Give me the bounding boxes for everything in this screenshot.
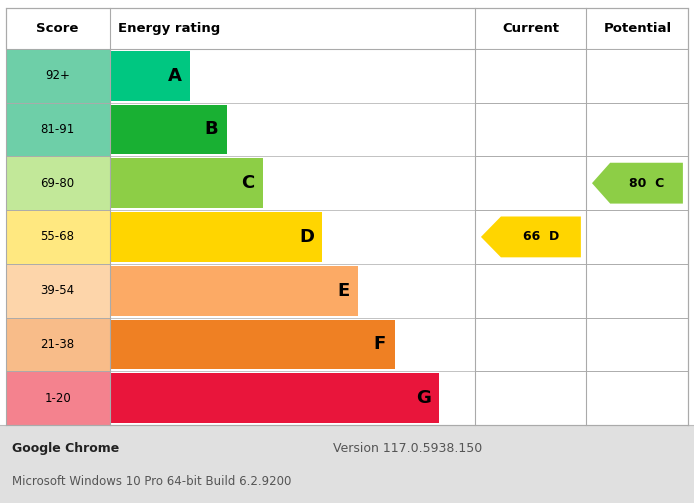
Text: Energy rating: Energy rating: [118, 22, 220, 35]
Bar: [475, 264, 586, 317]
Text: F: F: [373, 336, 386, 354]
Text: 21-38: 21-38: [40, 338, 75, 351]
Bar: [586, 317, 688, 371]
Bar: [586, 103, 688, 156]
Bar: [0, 425, 694, 503]
Text: 92+: 92+: [45, 69, 70, 82]
Bar: [110, 105, 227, 154]
Bar: [6, 8, 688, 49]
Text: 69-80: 69-80: [40, 177, 75, 190]
Bar: [110, 212, 322, 262]
Text: Current: Current: [502, 22, 559, 35]
Bar: [475, 317, 586, 371]
Text: 66  D: 66 D: [523, 230, 559, 243]
Bar: [6, 317, 110, 371]
Text: Google Chrome: Google Chrome: [12, 442, 120, 455]
Text: G: G: [416, 389, 431, 407]
Bar: [110, 319, 395, 369]
Bar: [6, 103, 110, 156]
Text: B: B: [205, 120, 218, 138]
Text: E: E: [337, 282, 349, 300]
Polygon shape: [592, 163, 683, 204]
Text: Microsoft Windows 10 Pro 64-bit Build 6.2.9200: Microsoft Windows 10 Pro 64-bit Build 6.…: [12, 475, 292, 488]
Bar: [586, 156, 688, 210]
Text: 39-54: 39-54: [40, 284, 75, 297]
Bar: [110, 266, 358, 315]
Bar: [586, 210, 688, 264]
Text: Potential: Potential: [603, 22, 672, 35]
Bar: [475, 156, 586, 210]
Bar: [6, 49, 110, 103]
Bar: [475, 103, 586, 156]
Text: Version 117.0.5938.150: Version 117.0.5938.150: [333, 442, 482, 455]
Text: 81-91: 81-91: [40, 123, 75, 136]
Bar: [110, 158, 263, 208]
Bar: [586, 49, 688, 103]
Text: A: A: [168, 67, 182, 85]
Bar: [110, 51, 190, 101]
Bar: [586, 264, 688, 317]
Bar: [586, 371, 688, 425]
Bar: [475, 210, 586, 264]
Bar: [475, 49, 586, 103]
Text: C: C: [242, 174, 255, 192]
Text: 55-68: 55-68: [41, 230, 74, 243]
Bar: [6, 156, 110, 210]
Bar: [6, 264, 110, 317]
Bar: [6, 371, 110, 425]
Polygon shape: [481, 216, 581, 258]
Text: D: D: [299, 228, 314, 246]
Bar: [110, 373, 439, 423]
Bar: [6, 210, 110, 264]
Text: Score: Score: [36, 22, 79, 35]
Text: 80  C: 80 C: [629, 177, 664, 190]
Text: 1-20: 1-20: [44, 392, 71, 404]
Bar: [475, 371, 586, 425]
